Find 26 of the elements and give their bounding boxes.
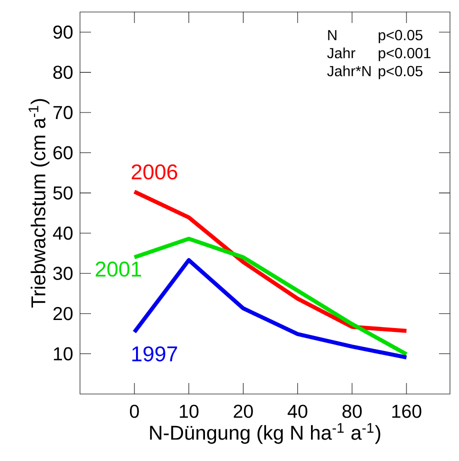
annotation: Jahr*N — [327, 66, 371, 76]
annotation: p<0.05 — [378, 30, 422, 44]
x-tick-label: 160 — [392, 404, 422, 418]
y-tick-label: 90 — [53, 25, 73, 39]
series-label: 1997 — [132, 346, 178, 362]
x-tick-label: 10 — [180, 404, 198, 418]
y-tick-label: 30 — [53, 266, 73, 280]
x-tick-label: 40 — [288, 404, 308, 418]
x-tick-label: 0 — [130, 404, 139, 418]
annotation: p<0.05 — [378, 66, 422, 80]
y-tick-label: 80 — [53, 66, 73, 79]
x-axis-title: N-Düngung (kg N ha$^{-1}$ a$^{-1}$) — [150, 423, 380, 444]
y-tick-label: 10 — [54, 347, 73, 360]
annotation: N — [328, 30, 336, 40]
y-tick-label: 40 — [52, 226, 73, 240]
x-tick-label: 20 — [234, 404, 253, 418]
annotation: p<0.001 — [378, 48, 430, 62]
y-tick-label: 70 — [53, 106, 73, 120]
annotation: Jahr — [327, 48, 356, 58]
series-label: 2001 — [96, 262, 142, 277]
y-tick-label: 20 — [53, 306, 73, 320]
y-axis-title: Triebwachstum (cm a$^{-1}$) — [28, 99, 50, 308]
y-tick-label: 60 — [53, 146, 73, 160]
x-tick-label: 80 — [342, 404, 362, 418]
series-label: 2006 — [132, 164, 178, 180]
y-tick-label: 50 — [53, 186, 73, 200]
